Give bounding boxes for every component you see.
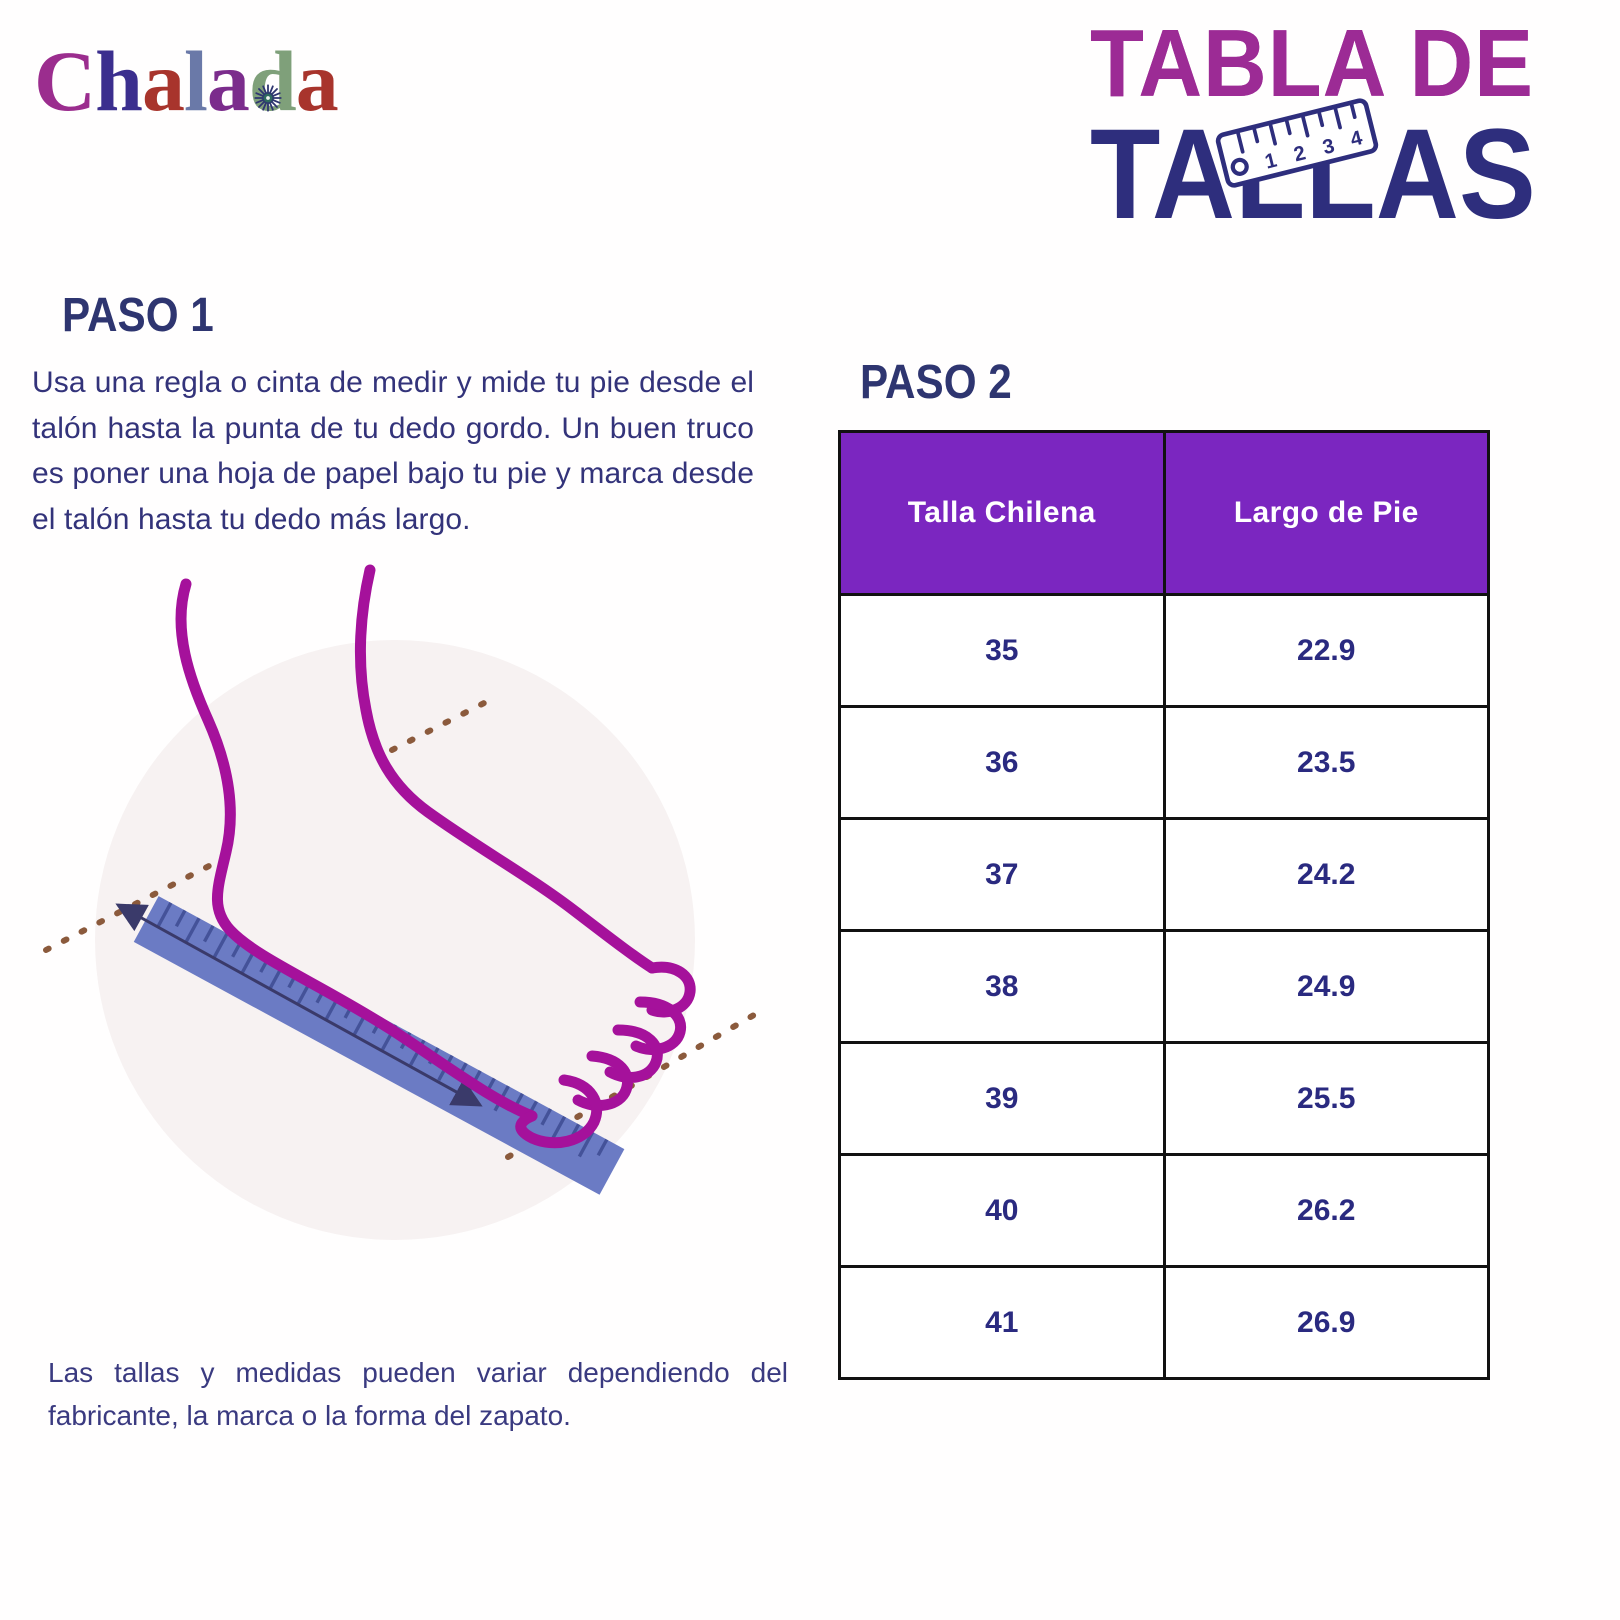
table-row: 41 26.9 [838, 1265, 1490, 1380]
table-row: 37 24.2 [838, 817, 1490, 932]
table-row: 38 24.9 [838, 929, 1490, 1044]
step-2-heading: PASO 2 [860, 356, 1012, 409]
logo-letter-a3: a [295, 33, 339, 129]
step-1-heading: PASO 1 [62, 289, 214, 342]
cell-talla: 37 [838, 817, 1166, 932]
column-header-talla-chilena: Talla Chilena [838, 430, 1166, 596]
title-line-1: TABLA DE [1090, 15, 1550, 111]
measurement-arrow [115, 903, 483, 1107]
logo-letter-c: C [34, 33, 96, 129]
cell-talla: 38 [838, 929, 1166, 1044]
cell-largo: 25.5 [1162, 1041, 1490, 1156]
svg-text:2: 2 [1291, 141, 1308, 166]
page-title: TABLA DE TALLAS 1 2 3 4 [1090, 15, 1590, 288]
logo-letter-a1: a [141, 33, 185, 129]
cell-largo: 23.5 [1162, 705, 1490, 820]
ankle-guide-line [389, 697, 493, 753]
cell-largo: 24.9 [1162, 929, 1490, 1044]
foot-outline [175, 564, 696, 1149]
cell-talla: 39 [838, 1041, 1166, 1156]
table-row: 40 26.2 [838, 1153, 1490, 1268]
cell-largo: 24.2 [1162, 817, 1490, 932]
cell-talla: 41 [838, 1265, 1166, 1380]
logo-letter-h: h [95, 33, 143, 129]
table-row: 35 22.9 [838, 593, 1490, 708]
cell-talla: 36 [838, 705, 1166, 820]
foot-measuring-illustration [43, 564, 757, 1240]
logo-letter-a2: a [206, 33, 250, 129]
step-1-instructions: Usa una regla o cinta de medir y mide tu… [32, 366, 754, 536]
svg-text:3: 3 [1320, 134, 1337, 159]
disclaimer-note: Las tallas y medidas pueden variar depen… [48, 1357, 788, 1431]
cell-largo: 26.2 [1162, 1153, 1490, 1268]
mandala-wheel-icon [254, 84, 282, 112]
cell-largo: 22.9 [1162, 593, 1490, 708]
table-row: 36 23.5 [838, 705, 1490, 820]
column-header-largo-de-pie: Largo de Pie [1162, 430, 1490, 596]
table-row: 39 25.5 [838, 1041, 1490, 1156]
brand-logo: Chalada [34, 33, 339, 129]
table-header-row: Talla Chilena Largo de Pie [838, 430, 1490, 596]
cell-talla: 35 [838, 593, 1166, 708]
size-chart-table: Talla Chilena Largo de Pie 35 22.9 36 23… [838, 430, 1490, 1380]
logo-letter-l: l [183, 33, 208, 129]
cell-talla: 40 [838, 1153, 1166, 1268]
heel-guide-line [43, 847, 243, 953]
cell-largo: 26.9 [1162, 1265, 1490, 1380]
svg-text:1: 1 [1263, 148, 1280, 173]
ruler-icon: 1 2 3 4 [1215, 98, 1379, 188]
